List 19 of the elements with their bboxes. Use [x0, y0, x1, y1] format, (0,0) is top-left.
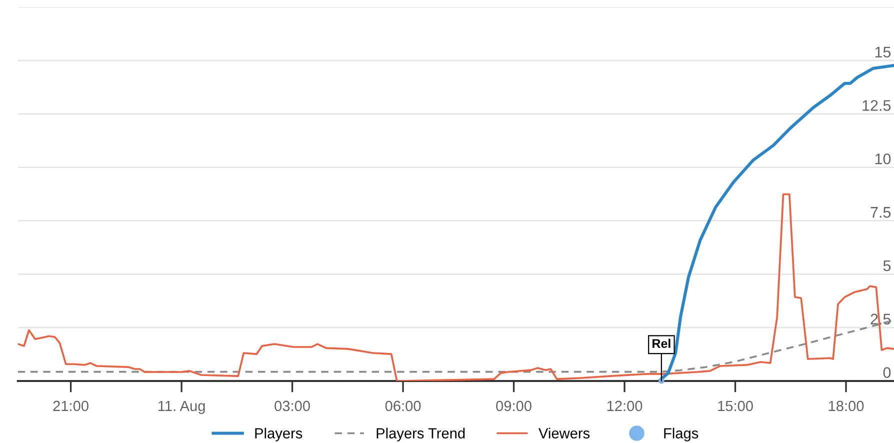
- x-tick-label: 12:00: [607, 400, 642, 412]
- legend-label: Flags: [664, 428, 698, 442]
- legend-label: Viewers: [538, 428, 590, 438]
- x-tick-label: 03:00: [274, 400, 310, 412]
- annotation: Rel: [652, 338, 670, 348]
- legend-label: Players: [255, 428, 302, 442]
- x-tick-label: 15:00: [718, 400, 753, 412]
- x-tick-label: 11. Aug: [158, 400, 205, 414]
- y-tick-label: 0: [883, 367, 891, 378]
- x-tick-label: 09:00: [496, 400, 532, 412]
- y-tick-label: 5: [883, 260, 891, 272]
- x-tick-label: 21:00: [53, 400, 88, 412]
- y-tick-label: 12.5: [862, 100, 891, 111]
- x-tick-label: 18:00: [828, 400, 864, 412]
- x-tick-label: 06:00: [385, 400, 421, 412]
- y-tick-label: 15: [875, 46, 891, 58]
- legend-label: Players Trend: [376, 428, 465, 442]
- y-tick-label: 10: [875, 153, 891, 164]
- y-tick-label: 7.5: [870, 207, 891, 218]
